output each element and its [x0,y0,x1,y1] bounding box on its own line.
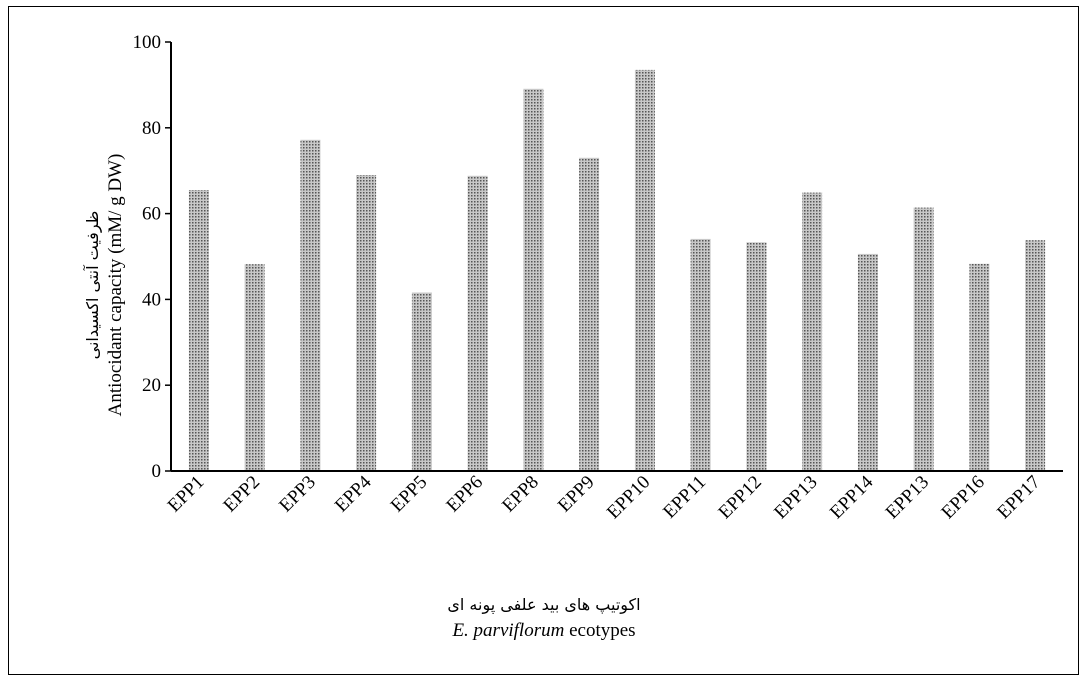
x-tick-label-epp13-11: EPP13 [770,472,821,523]
x-tick-label-epp5-4: EPP5 [387,472,432,517]
x-tick-label-epp3-2: EPP3 [275,472,320,517]
y-tick-label: 40 [142,289,161,310]
y-tick-label: 0 [152,461,162,482]
bar-epp8-6 [523,88,544,472]
bars-group [188,69,1046,472]
x-axis-title-species: E. parviflorum [452,620,565,641]
bar-epp9-7 [579,157,600,472]
y-tick-label: 20 [142,375,161,396]
x-tick-label-epp12-10: EPP12 [714,472,765,523]
x-tick-label-epp11-9: EPP11 [659,472,710,523]
bar-epp4-3 [356,175,377,471]
x-axis-title-suffix: ecotypes [564,620,636,641]
bar-epp14-12 [857,253,878,471]
bar-epp12-10 [746,242,767,471]
bar-epp3-2 [300,139,321,472]
y-axis-title-fa: ظرفیت آنتی اکسیدانی [83,211,103,360]
bar-epp6-5 [467,175,488,472]
x-tick-label-epp8-6: EPP8 [498,472,543,517]
bar-epp2-1 [244,264,265,471]
chart-frame [8,6,1079,675]
x-axis: EPP1 EPP2 EPP3 EPP4 EPP5 EPP6 EPP8 EPP9 EPP10 EPP… [164,470,1063,523]
y-tick-label: 60 [142,204,161,225]
x-tick-label-epp14-12: EPP14 [826,471,878,523]
bar-epp11-9 [690,238,711,471]
x-tick-label-epp16-14: EPP16 [937,472,988,523]
bar-epp1-0 [188,190,209,471]
bar-epp13-13 [913,207,934,471]
x-tick-label-epp4-3: EPP4 [331,471,376,516]
x-tick-label-epp1-0: EPP1 [164,472,209,517]
y-axis-title: ظرفیت آنتی اکسیدانی Antiocidant capacity… [83,154,126,417]
x-tick-label-epp2-1: EPP2 [219,472,264,517]
x-tick-label-epp10-8: EPP10 [603,472,654,523]
x-axis-title-fa: اکوتیپ های بید علفی پونه ای [447,595,641,614]
bar-epp10-8 [634,69,655,472]
x-tick-label-epp13-13: EPP13 [882,472,933,523]
y-axis: 0 20 40 60 80 100 [133,32,172,482]
bar-epp16-14 [969,263,990,471]
x-axis-title-en: E. parviflorum ecotypes [0,620,1088,642]
bar-epp13-11 [802,192,823,471]
bar-epp5-4 [411,292,432,471]
y-axis-title-en: Antiocidant capacity (mM/ g DW) [105,154,126,417]
x-tick-label-epp9-7: EPP9 [554,472,599,517]
y-tick-label: 80 [142,118,161,139]
bar-epp17-15 [1025,240,1046,471]
x-tick-label-epp6-5: EPP6 [442,472,487,517]
x-tick-label-epp17-15: EPP17 [993,472,1044,523]
y-tick-label: 100 [133,32,162,53]
